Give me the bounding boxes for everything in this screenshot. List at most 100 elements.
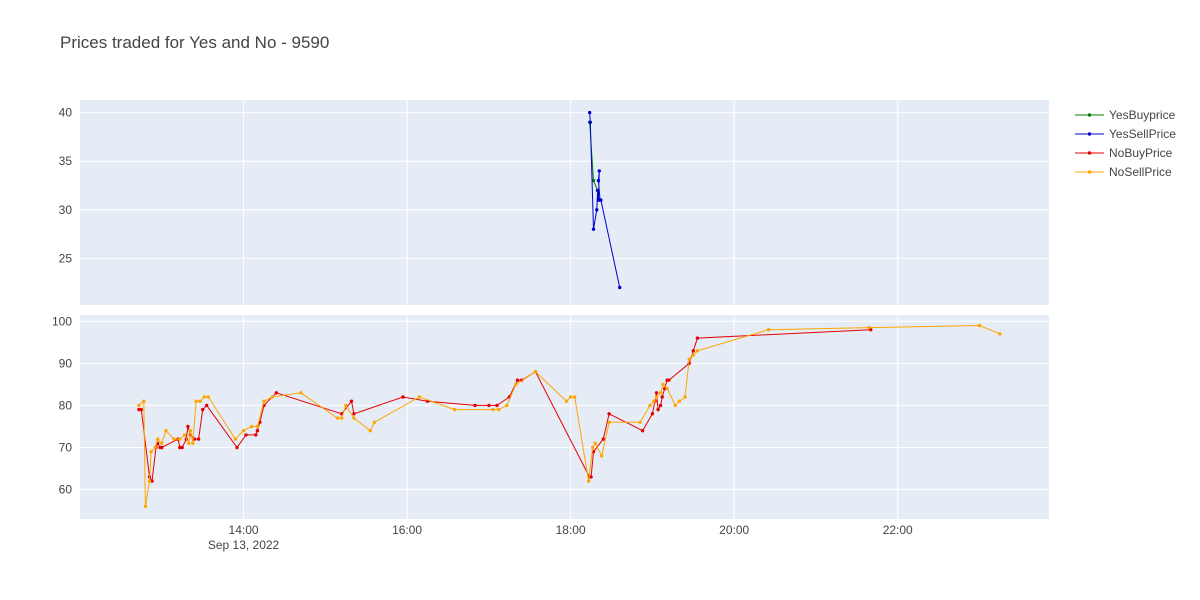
data-point-NoSellPrice-57: [687, 357, 691, 361]
data-point-NoSellPrice-29: [352, 416, 356, 420]
data-point-NoSellPrice-15: [194, 399, 198, 403]
data-point-YesSellPrice-4: [595, 188, 600, 193]
data-point-NoBuyPrice-24: [274, 391, 278, 395]
data-point-NoBuyPrice-34: [515, 378, 520, 382]
data-point-NoBuyPrice-9: [178, 445, 182, 450]
data-point-YesSellPrice-0: [588, 110, 592, 115]
data-point-NoSellPrice-33: [452, 407, 457, 412]
data-point-NoSellPrice-61: [867, 325, 871, 330]
data-point-NoBuyPrice-10: [180, 445, 184, 450]
x-tick-label-1: 16:00: [392, 523, 422, 537]
data-point-NoSellPrice-47: [638, 420, 642, 424]
data-point-NoSellPrice-2: [143, 504, 148, 509]
data-point-NoBuyPrice-15: [196, 437, 201, 441]
data-point-NoBuyPrice-19: [244, 433, 248, 437]
data-point-NoSellPrice-24: [270, 395, 274, 399]
legend-marker-NoBuyPrice: [1087, 151, 1092, 155]
data-point-NoBuyPrice-47: [658, 403, 663, 408]
legend-label-NoSellPrice: NoSellPrice: [1109, 165, 1172, 179]
data-point-NoSellPrice-4: [149, 450, 153, 454]
data-point-NoBuyPrice-27: [352, 412, 356, 416]
data-point-NoSellPrice-9: [172, 437, 176, 441]
data-point-YesSellPrice-6: [597, 169, 601, 173]
data-point-NoSellPrice-5: [153, 445, 157, 450]
data-point-NoSellPrice-59: [695, 349, 700, 353]
y-tick-label-yes-3: 40: [59, 106, 73, 120]
legend-label-NoBuyPrice: NoBuyPrice: [1109, 146, 1173, 160]
data-point-NoSellPrice-35: [497, 407, 501, 412]
legend[interactable]: YesBuyprice YesSellPrice NoBuyPrice NoSellP…: [1075, 108, 1176, 179]
data-point-NoBuyPrice-3: [150, 479, 154, 483]
data-point-NoSellPrice-37: [514, 382, 518, 387]
data-point-NoBuyPrice-49: [663, 386, 667, 391]
data-point-NoSellPrice-25: [299, 391, 303, 395]
legend-label-YesSellPrice: YesSellPrice: [1109, 127, 1176, 141]
y-tick-label-yes-0: 25: [59, 251, 73, 265]
data-point-NoBuyPrice-30: [473, 403, 477, 408]
legend-item-YesBuyprice[interactable]: YesBuyprice: [1075, 108, 1176, 122]
data-point-NoSellPrice-11: [183, 433, 187, 437]
data-point-YesSellPrice-2: [591, 227, 596, 231]
data-point-NoSellPrice-26: [335, 416, 340, 420]
data-point-NoSellPrice-44: [593, 441, 597, 445]
data-point-NoSellPrice-17: [202, 395, 206, 399]
data-point-NoBuyPrice-41: [607, 412, 611, 416]
data-point-YesSellPrice-1: [588, 120, 592, 125]
chart-title: Prices traded for Yes and No - 9590: [60, 33, 330, 52]
data-point-NoSellPrice-19: [233, 437, 238, 441]
series-line-NoSellPrice: [138, 324, 1001, 507]
legend-item-YesSellPrice[interactable]: YesSellPrice: [1075, 127, 1176, 141]
data-point-NoSellPrice-34: [491, 407, 495, 412]
data-point-NoBuyPrice-7: [160, 445, 164, 450]
data-point-NoSellPrice-58: [691, 353, 695, 357]
data-point-NoBuyPrice-1: [139, 407, 143, 412]
y-tick-label-yes-2: 35: [59, 154, 73, 168]
data-point-NoBuyPrice-42: [640, 429, 645, 433]
data-point-NoBuyPrice-17: [205, 403, 209, 408]
legend-marker-YesSellPrice: [1087, 132, 1092, 136]
x-axis-date-label: Sep 13, 2022: [208, 538, 280, 552]
data-point-NoSellPrice-8: [164, 429, 168, 433]
data-point-NoSellPrice-31: [372, 420, 377, 424]
data-point-NoSellPrice-10: [178, 437, 182, 441]
y-tick-label-no-4: 100: [52, 314, 72, 328]
data-point-NoBuyPrice-32: [495, 403, 499, 408]
data-point-NoSellPrice-38: [533, 370, 538, 374]
data-point-NoSellPrice-42: [586, 479, 591, 483]
data-point-NoSellPrice-32: [417, 395, 422, 399]
data-point-NoBuyPrice-0: [137, 407, 141, 412]
data-point-NoSellPrice-45: [600, 454, 604, 458]
legend-item-NoSellPrice[interactable]: NoSellPrice: [1075, 165, 1172, 179]
data-point-NoSellPrice-56: [683, 395, 687, 399]
data-point-NoBuyPrice-46: [656, 407, 660, 412]
data-point-NoSellPrice-12: [187, 441, 191, 445]
data-point-NoSellPrice-30: [368, 429, 372, 433]
data-point-NoSellPrice-49: [652, 399, 656, 403]
data-point-NoSellPrice-60: [766, 328, 771, 332]
plot-background-no: [80, 315, 1049, 519]
data-point-NoSellPrice-14: [191, 441, 195, 445]
data-point-NoBuyPrice-18: [235, 445, 239, 450]
data-point-NoSellPrice-41: [573, 395, 577, 399]
data-point-NoBuyPrice-48: [660, 395, 664, 399]
data-point-NoSellPrice-48: [648, 403, 652, 408]
data-point-NoBuyPrice-45: [654, 391, 659, 395]
data-point-NoBuyPrice-21: [255, 429, 260, 433]
legend-marker-YesBuyprice: [1087, 113, 1092, 117]
data-point-NoSellPrice-1: [142, 399, 146, 403]
data-point-NoSellPrice-53: [665, 386, 669, 391]
data-point-NoSellPrice-20: [241, 429, 246, 433]
y-tick-label-no-0: 60: [59, 483, 73, 497]
data-point-NoSellPrice-27: [340, 416, 344, 420]
data-point-NoSellPrice-0: [137, 403, 141, 408]
data-point-NoSellPrice-63: [998, 332, 1002, 336]
data-point-YesBuyprice-1: [591, 178, 596, 183]
data-point-NoBuyPrice-53: [691, 349, 695, 353]
subplot-yes: 25 30 35 40: [59, 100, 1049, 305]
data-point-NoBuyPrice-26: [349, 399, 354, 403]
x-tick-label-3: 20:00: [719, 523, 749, 537]
x-tick-label-4: 22:00: [883, 523, 913, 537]
data-point-NoSellPrice-54: [673, 403, 677, 408]
legend-item-NoBuyPrice[interactable]: NoBuyPrice: [1075, 146, 1173, 160]
